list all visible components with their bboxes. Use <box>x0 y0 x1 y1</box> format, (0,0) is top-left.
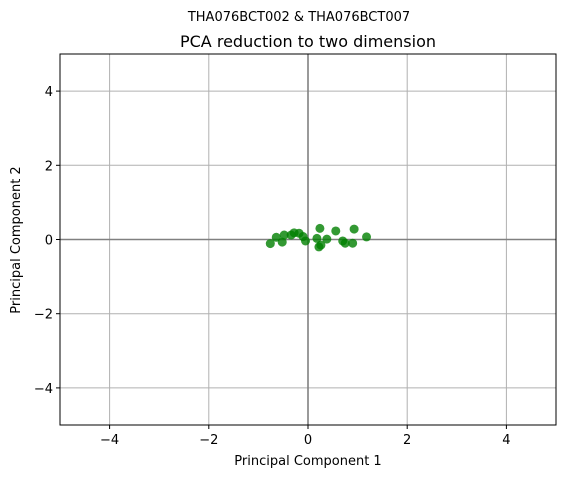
x-tick-label-4: 4 <box>502 433 510 448</box>
y-axis-ticks: −4 −2 0 2 4 <box>34 85 60 397</box>
y-tick-label-3: 2 <box>45 159 53 174</box>
data-point-0 <box>265 239 275 249</box>
y-axis-label: Principal Component 2 <box>9 166 24 313</box>
y-tick-label-1: −2 <box>34 308 53 323</box>
data-point-18 <box>349 224 359 234</box>
data-point-12 <box>316 240 326 250</box>
data-point-2 <box>277 237 287 247</box>
x-tick-label-3: 2 <box>403 433 411 448</box>
data-point-16 <box>340 238 350 248</box>
chart-suptitle: THA076BCT002 & THA076BCT007 <box>187 10 410 25</box>
data-point-9 <box>312 233 322 243</box>
data-point-3 <box>279 230 289 240</box>
data-point-10 <box>315 223 325 233</box>
data-point-19 <box>362 232 372 242</box>
x-tick-label-1: −2 <box>199 433 218 448</box>
x-tick-label-2: 0 <box>304 433 312 448</box>
data-point-17 <box>348 238 358 248</box>
data-points <box>265 223 372 252</box>
y-tick-label-0: −4 <box>34 382 53 397</box>
data-point-8 <box>301 236 311 246</box>
x-tick-label-0: −4 <box>100 433 119 448</box>
x-axis-ticks: −4 −2 0 2 4 <box>100 425 511 448</box>
x-axis-label: Principal Component 1 <box>234 454 381 469</box>
chart-title: PCA reduction to two dimension <box>180 32 436 51</box>
data-point-14 <box>331 226 341 236</box>
y-tick-label-4: 4 <box>45 85 53 100</box>
data-point-1 <box>271 232 281 242</box>
data-point-13 <box>322 234 332 244</box>
y-tick-label-2: 0 <box>45 234 53 249</box>
